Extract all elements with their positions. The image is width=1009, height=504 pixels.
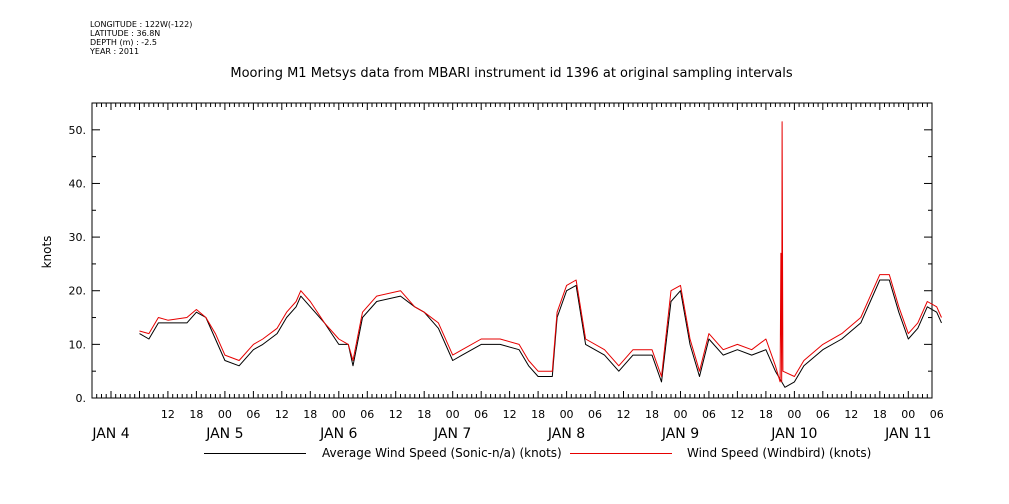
x-hour-label: 18 [189, 408, 203, 421]
x-hour-label: 06 [588, 408, 602, 421]
x-day-label: JAN 4 [91, 426, 129, 442]
y-tick-label: 0. [76, 392, 87, 405]
chart-title: Mooring M1 Metsys data from MBARI instru… [230, 66, 793, 81]
y-axis-label: knots [40, 236, 54, 269]
x-hour-label: 00 [332, 408, 346, 421]
axes [91, 102, 933, 399]
x-day-label: JAN 8 [547, 426, 585, 442]
plot-frame [91, 102, 933, 399]
x-hour-label: 12 [617, 408, 631, 421]
x-hour-label: 12 [844, 408, 858, 421]
x-day-label: JAN 6 [319, 426, 357, 442]
y-ticks: 0. 10. 20. 30. 40. 50. [69, 124, 932, 405]
x-ticks: 12 18 00 06 12 18 00 06 12 18 00 06 12 18 00 06 12 18 00 06… [91, 408, 943, 442]
x-hour-label: 06 [474, 408, 488, 421]
longitude-text: LONGITUDE : 122W(-122) [90, 20, 193, 29]
metadata-block: LONGITUDE : 122W(-122) LATITUDE : 36.8N … [90, 20, 192, 56]
chart-svg: 0. 10. 20. 30. 40. 50. 12 18 00 06 12 18 00 06 12 18 00… [40, 102, 944, 442]
year-text: YEAR : 2011 [90, 47, 140, 56]
x-day-label: JAN 10 [770, 426, 817, 442]
legend-average-label: Average Wind Speed (Sonic-n/a) (knots) [322, 446, 562, 460]
series-layer [139, 121, 942, 388]
y-tick-label: 40. [69, 177, 87, 190]
x-hour-label: 12 [389, 408, 403, 421]
x-hour-label: 06 [360, 408, 374, 421]
x-day-label: JAN 11 [884, 426, 931, 442]
x-hour-label: 18 [531, 408, 545, 421]
x-hour-label: 00 [560, 408, 574, 421]
series-line-windbird [139, 121, 942, 383]
y-tick-label: 10. [69, 338, 87, 351]
x-hour-label: 06 [702, 408, 716, 421]
series-line-average [139, 279, 942, 388]
legend-average-line [204, 453, 306, 454]
x-hour-label: 12 [275, 408, 289, 421]
y-tick-label: 30. [69, 231, 87, 244]
latitude-text: LATITUDE : 36.8N [90, 29, 161, 38]
x-hour-label: 18 [417, 408, 431, 421]
x-hour-label: 00 [673, 408, 687, 421]
x-hour-label: 00 [218, 408, 232, 421]
x-hour-label: 12 [161, 408, 175, 421]
x-day-label: JAN 7 [433, 426, 471, 442]
x-hour-label: 06 [930, 408, 944, 421]
y-tick-label: 20. [69, 285, 87, 298]
minor-ticks [91, 103, 933, 398]
x-hour-label: 00 [787, 408, 801, 421]
legend-windbird-label: Wind Speed (Windbird) (knots) [687, 446, 872, 460]
depth-text: DEPTH (m) : -2.5 [90, 38, 157, 47]
legend: Average Wind Speed (Sonic-n/a) (knots) W… [0, 444, 1009, 464]
x-hour-label: 18 [645, 408, 659, 421]
x-hour-label: 00 [446, 408, 460, 421]
x-day-label: JAN 9 [661, 426, 699, 442]
y-tick-label: 50. [69, 124, 87, 137]
x-hour-label: 18 [303, 408, 317, 421]
x-hour-label: 00 [901, 408, 915, 421]
x-hour-label: 18 [759, 408, 773, 421]
x-hour-label: 12 [503, 408, 517, 421]
x-hour-label: 06 [246, 408, 260, 421]
legend-windbird-line [570, 453, 672, 454]
x-hour-label: 12 [730, 408, 744, 421]
x-hour-label: 06 [816, 408, 830, 421]
x-day-label: JAN 5 [205, 426, 243, 442]
x-hour-label: 18 [873, 408, 887, 421]
